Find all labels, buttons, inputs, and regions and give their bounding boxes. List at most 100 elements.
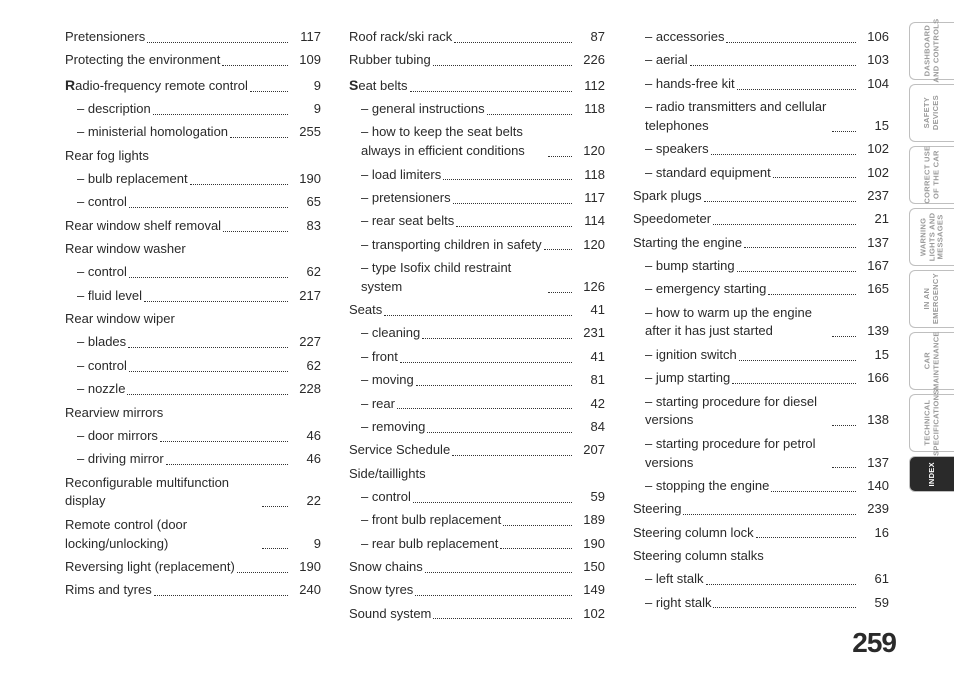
index-entry-label: – type Isofix child restraint system xyxy=(361,259,546,297)
index-entry-page: 42 xyxy=(575,395,605,414)
section-tab[interactable]: IN ANEMERGENCY xyxy=(909,270,954,328)
index-entry: Radio-frequency remote control9 xyxy=(65,75,321,96)
index-entry: – front41 xyxy=(349,348,605,367)
index-entry: – moving81 xyxy=(349,371,605,390)
index-entry: – cleaning231 xyxy=(349,324,605,343)
index-entry: – door mirrors46 xyxy=(65,427,321,446)
leader-dots xyxy=(706,584,856,585)
index-entry-label: – moving xyxy=(361,371,414,390)
index-entry-label: Spark plugs xyxy=(633,187,702,206)
index-entry-label: Service Schedule xyxy=(349,441,450,460)
index-entry: – how to warm up the engine after it has… xyxy=(633,304,889,342)
index-entry-page: 217 xyxy=(291,287,321,306)
index-entry-label: Seats xyxy=(349,301,382,320)
leader-dots xyxy=(237,572,288,573)
section-tab[interactable]: CARMAINTENANCE xyxy=(909,332,954,390)
section-tab[interactable]: DASHBOARDAND CONTROLS xyxy=(909,22,954,80)
index-entry-page: 137 xyxy=(859,454,889,473)
leader-dots xyxy=(548,292,572,293)
index-entry-page: 104 xyxy=(859,75,889,94)
index-entry: – left stalk61 xyxy=(633,570,889,589)
section-tab[interactable]: WARNINGLIGHTS ANDMESSAGES xyxy=(909,208,954,266)
index-entry-label: – jump starting xyxy=(645,369,730,388)
index-entry-label: – bulb replacement xyxy=(77,170,188,189)
index-entry-page: 166 xyxy=(859,369,889,388)
leader-dots xyxy=(704,201,856,202)
index-entry-label: – right stalk xyxy=(645,594,711,613)
index-entry: – rear42 xyxy=(349,395,605,414)
section-tab[interactable]: INDEX xyxy=(909,456,954,492)
leader-dots xyxy=(456,226,572,227)
leader-dots xyxy=(425,572,572,573)
leader-dots xyxy=(548,156,572,157)
leader-dots xyxy=(129,207,288,208)
index-entry-label: Reconfigurable multifunction display xyxy=(65,474,260,512)
index-entry-label: – removing xyxy=(361,418,425,437)
leader-dots xyxy=(739,360,856,361)
index-entry-label: – radio transmitters and cellular teleph… xyxy=(645,98,830,136)
index-entry-page: 227 xyxy=(291,333,321,352)
index-entry: – ministerial homologation255 xyxy=(65,123,321,142)
index-entry-page: 9 xyxy=(291,100,321,119)
index-entry-label: – nozzle xyxy=(77,380,125,399)
leader-dots xyxy=(384,315,572,316)
index-entry-label: – transporting children in safety xyxy=(361,236,542,255)
section-tab[interactable]: TECHNICALSPECIFICATIONS xyxy=(909,394,954,452)
index-entry: – ignition switch15 xyxy=(633,346,889,365)
index-entry-page: 59 xyxy=(575,488,605,507)
index-entry-label: Pretensioners xyxy=(65,28,145,47)
index-entry-page: 21 xyxy=(859,210,889,229)
index-entry: Steering column lock16 xyxy=(633,524,889,543)
index-entry-page: 59 xyxy=(859,594,889,613)
leader-dots xyxy=(262,548,288,549)
index-entry: – description9 xyxy=(65,100,321,119)
index-entry-label: Snow tyres xyxy=(349,581,413,600)
index-entry: Roof rack/ski rack87 xyxy=(349,28,605,47)
index-entry: – accessories106 xyxy=(633,28,889,47)
index-entry: Remote control (door locking/unlocking)9 xyxy=(65,516,321,554)
index-entry-label: – ministerial homologation xyxy=(77,123,228,142)
index-entry-label: – starting procedure for diesel versions xyxy=(645,393,830,431)
leader-dots xyxy=(223,231,288,232)
section-tab-label: SAFETYDEVICES xyxy=(923,95,940,130)
section-tab[interactable]: CORRECT USEOF THE CAR xyxy=(909,146,954,204)
index-entry-page: 9 xyxy=(291,77,321,96)
index-entry: Rims and tyres240 xyxy=(65,581,321,600)
index-entry-label: Sound system xyxy=(349,605,431,624)
section-tab[interactable]: SAFETYDEVICES xyxy=(909,84,954,142)
leader-dots xyxy=(768,294,856,295)
index-entry: – pretensioners117 xyxy=(349,189,605,208)
section-tab-label: CORRECT USEOF THE CAR xyxy=(923,146,940,204)
index-entry: – right stalk 59 xyxy=(633,594,889,613)
index-entry-label: – accessories xyxy=(645,28,724,47)
leader-dots xyxy=(427,432,572,433)
leader-dots xyxy=(713,607,856,608)
index-entry-page: 62 xyxy=(291,357,321,376)
leader-dots xyxy=(416,385,572,386)
index-entry: Protecting the environment109 xyxy=(65,51,321,70)
index-entry-label: Snow chains xyxy=(349,558,423,577)
index-entry: – starting procedure for diesel versions… xyxy=(633,393,889,431)
index-entry-label: – emergency starting xyxy=(645,280,766,299)
leader-dots xyxy=(503,525,572,526)
index-entry-page: 237 xyxy=(859,187,889,206)
leader-dots xyxy=(773,177,856,178)
index-entry-label: Rims and tyres xyxy=(65,581,152,600)
index-entry: Service Schedule207 xyxy=(349,441,605,460)
leader-dots xyxy=(400,362,572,363)
index-entry-page: 102 xyxy=(575,605,605,624)
index-entry-label: – how to warm up the engine after it has… xyxy=(645,304,830,342)
section-tab-label: DASHBOARDAND CONTROLS xyxy=(923,19,940,83)
leader-dots xyxy=(127,394,288,395)
leader-dots xyxy=(422,338,572,339)
index-entry: Spark plugs 237 xyxy=(633,187,889,206)
index-entry: – nozzle228 xyxy=(65,380,321,399)
index-entry-page: 138 xyxy=(859,411,889,430)
index-entry-label: – blades xyxy=(77,333,126,352)
index-heading: Rear window wiper xyxy=(65,310,321,329)
index-entry-page: 140 xyxy=(859,477,889,496)
index-entry-page: 83 xyxy=(291,217,321,236)
index-entry: – control62 xyxy=(65,357,321,376)
index-entry-label: – rear seat belts xyxy=(361,212,454,231)
index-entry: – speakers102 xyxy=(633,140,889,159)
